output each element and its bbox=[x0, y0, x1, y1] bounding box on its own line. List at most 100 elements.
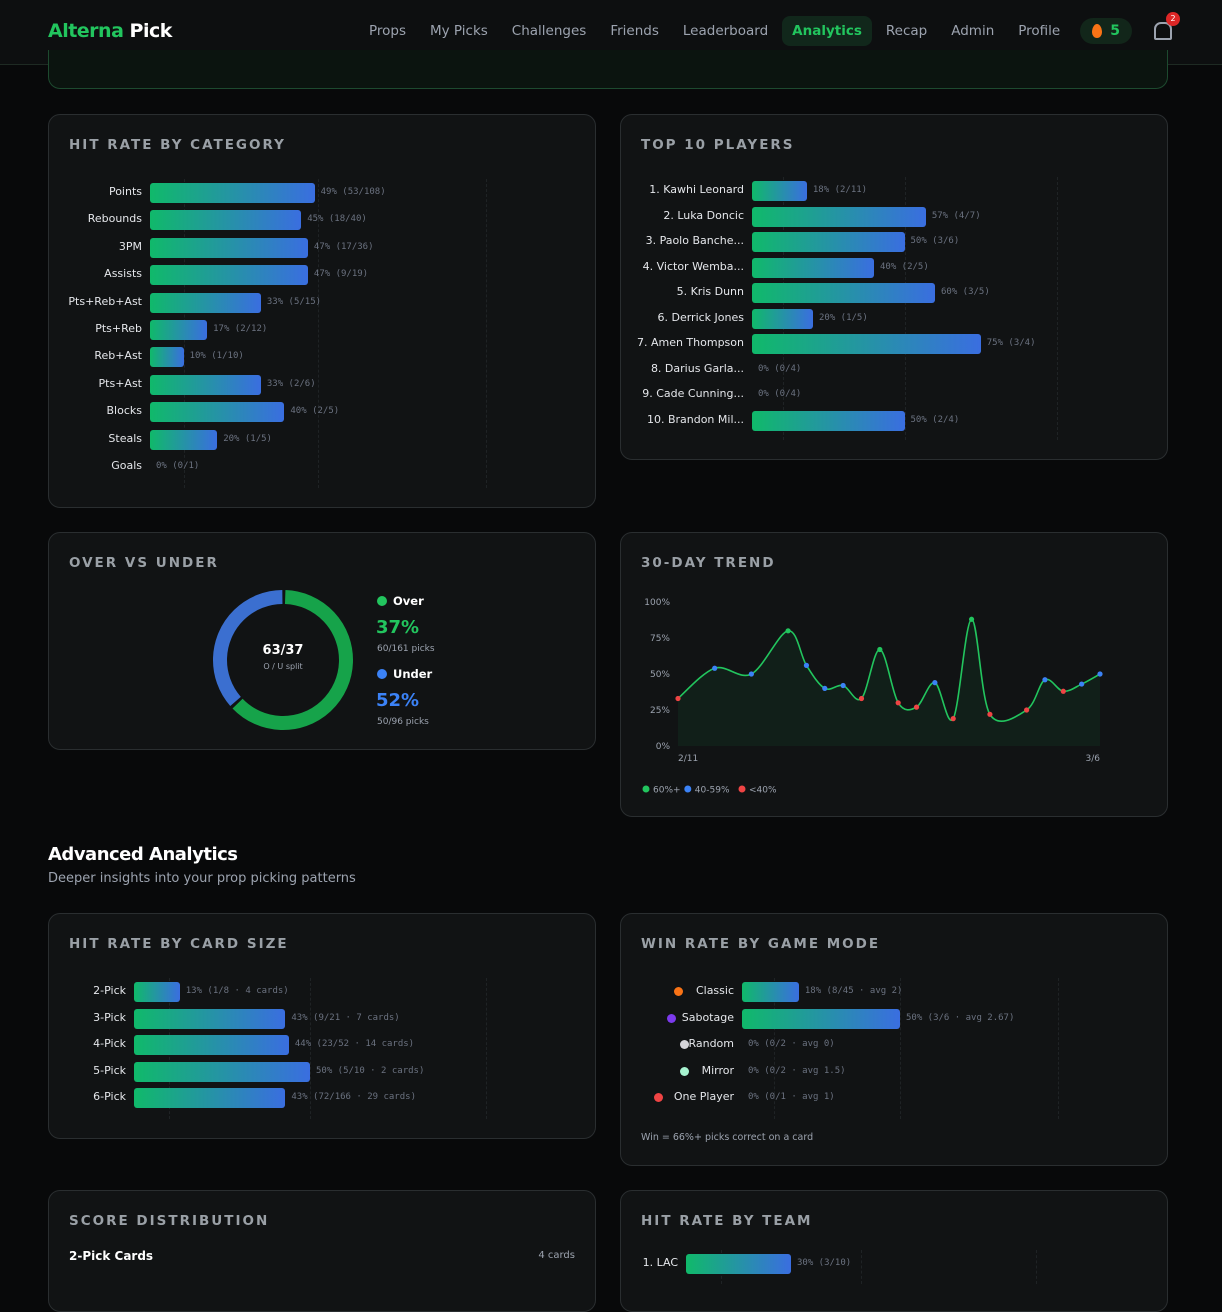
row-label: Rebounds bbox=[87, 212, 142, 226]
bar-value: 33% (2/6) bbox=[266, 378, 316, 389]
bar bbox=[134, 1088, 286, 1108]
bar-value: 18% (8/45 · avg 2) bbox=[804, 986, 903, 996]
legend-dot bbox=[642, 785, 650, 793]
nav-link[interactable]: Recap bbox=[885, 23, 928, 39]
legend-label: <40% bbox=[749, 786, 777, 796]
x-tick-label: 3/6 bbox=[1086, 754, 1101, 764]
bar bbox=[150, 183, 315, 203]
row-label: 2-Pick bbox=[93, 984, 126, 997]
y-tick-label: 75% bbox=[650, 634, 670, 644]
row-label: 2. Luka Doncic bbox=[663, 208, 744, 222]
card: SCORE DISTRIBUTION 2-Pick Cards 4 cards bbox=[48, 1190, 596, 1312]
mode-icon bbox=[654, 1093, 663, 1102]
streak-count: 5 bbox=[1110, 23, 1120, 39]
y-tick-label: 100% bbox=[644, 598, 670, 608]
brand[interactable]: Alterna Pick bbox=[48, 20, 172, 42]
bar-value: 50% (5/10 · 2 cards) bbox=[316, 1065, 425, 1076]
grid-line bbox=[486, 179, 487, 489]
row-label: Random bbox=[688, 1037, 734, 1050]
bar-value: 40% (2/5) bbox=[880, 261, 929, 272]
card-title: WIN RATE BY GAME MODE bbox=[641, 936, 881, 952]
nav-link[interactable]: Analytics bbox=[782, 16, 872, 46]
bar bbox=[134, 982, 180, 1002]
trend-point bbox=[913, 704, 920, 710]
row-label: Reb+Ast bbox=[94, 349, 142, 363]
group-label: 2-Pick Cards bbox=[69, 1249, 154, 1263]
bell[interactable]: 2 bbox=[1154, 12, 1180, 40]
row-label: Mirror bbox=[701, 1063, 734, 1077]
side-pct: 37% bbox=[376, 617, 419, 638]
bar-row: 1. LAC 30% (3/10) bbox=[621, 1254, 1167, 1274]
nav-link[interactable]: Friends bbox=[610, 23, 659, 39]
bar-row: 1. Kawhi Leonard 18% (2/11) bbox=[621, 181, 1167, 201]
nav-link[interactable]: Profile bbox=[1018, 23, 1061, 39]
nav-link[interactable]: Admin bbox=[951, 23, 995, 39]
bar bbox=[150, 265, 308, 286]
legend-label: 60%+ bbox=[653, 786, 681, 796]
bar-value: 47% (17/36) bbox=[313, 241, 374, 252]
nav-link[interactable]: Challenges bbox=[511, 23, 587, 39]
bar-value: 13% (1/8 · 4 cards) bbox=[185, 986, 289, 996]
bar-row: Random 0% (0/2 · avg 0) bbox=[621, 1035, 1167, 1055]
footnote: Win = 66%+ picks correct on a card bbox=[641, 1132, 814, 1143]
card: HIT RATE BY CATEGORY Points 49% (53/108) Re… bbox=[48, 114, 596, 508]
card-title: HIT RATE BY CATEGORY bbox=[69, 137, 286, 153]
bar-value: 75% (3/4) bbox=[986, 338, 1036, 348]
trend-point bbox=[858, 695, 865, 702]
notification-badge: 2 bbox=[1166, 12, 1180, 26]
bar bbox=[150, 210, 302, 231]
card: 30-DAY TREND 0% 25% 50% 75% 100% 2/11 3/6 60%+ 4… bbox=[620, 532, 1168, 817]
trend-point bbox=[712, 665, 718, 671]
y-tick-label: 50% bbox=[650, 670, 670, 680]
bar-row: 10. Brandon Mil... 50% (2/4) bbox=[621, 410, 1167, 431]
bar bbox=[134, 1061, 310, 1082]
row-label: Pts+Reb bbox=[95, 322, 142, 335]
bar bbox=[742, 982, 799, 1002]
bar bbox=[752, 283, 935, 303]
mode-icon bbox=[667, 1013, 677, 1023]
card-title: HIT RATE BY TEAM bbox=[641, 1213, 813, 1229]
nav-link[interactable]: My Picks bbox=[430, 23, 488, 39]
page: Alterna Pick Props My Picks Challenges Frie… bbox=[0, 12, 1222, 1312]
row-label: Goals bbox=[111, 459, 142, 472]
bar-value: 40% (2/5) bbox=[290, 406, 340, 417]
trend-point bbox=[1079, 681, 1085, 687]
bar-value: 47% (9/19) bbox=[313, 269, 369, 280]
streak[interactable]: 5 bbox=[1080, 18, 1132, 44]
bar-row: Pts+Reb 17% (2/12) bbox=[49, 320, 595, 340]
bar bbox=[134, 1035, 289, 1055]
mode-icon bbox=[673, 987, 683, 996]
nav-link[interactable]: Leaderboard bbox=[682, 23, 769, 39]
bar-row: 9. Cade Cunning... 0% (0/4) bbox=[621, 385, 1167, 405]
flame-icon bbox=[1092, 24, 1103, 38]
card: HIT RATE BY CARD SIZE 2-Pick 13% (1/8 · 4 … bbox=[48, 913, 596, 1139]
bar-row: 4. Victor Wemba... 40% (2/5) bbox=[621, 257, 1167, 278]
card-title: 30-DAY TREND bbox=[641, 555, 776, 571]
legend-dot bbox=[377, 669, 387, 679]
bar-row: 4-Pick 44% (23/52 · 14 cards) bbox=[49, 1035, 595, 1055]
row-label: Assists bbox=[104, 267, 142, 281]
row-label: 1. LAC bbox=[642, 1256, 678, 1269]
bar-value: 50% (3/6 · avg 2.67) bbox=[906, 1012, 1015, 1023]
row-label: 4-Pick bbox=[93, 1037, 126, 1050]
card: TOP 10 PLAYERS 1. Kawhi Leonard 18% (2/11)… bbox=[620, 114, 1168, 460]
row-label: 10. Brandon Mil... bbox=[646, 412, 744, 426]
row-label: 3. Paolo Banche... bbox=[645, 234, 744, 247]
row-label: 3-Pick bbox=[93, 1010, 126, 1024]
bar-value: 10% (1/10) bbox=[189, 351, 244, 362]
y-tick-label: 0% bbox=[656, 742, 671, 752]
row-label: Sabotage bbox=[681, 1010, 734, 1024]
bar bbox=[752, 232, 905, 252]
nav-link[interactable]: Props bbox=[368, 23, 406, 39]
bar-row: Assists 47% (9/19) bbox=[49, 265, 595, 286]
row-label: 7. Amen Thompson bbox=[636, 336, 744, 349]
banner bbox=[48, 50, 1168, 89]
bar-row: 8. Darius Garla... 0% (0/4) bbox=[621, 360, 1167, 380]
bar-value: 49% (53/108) bbox=[320, 187, 386, 197]
bar bbox=[150, 237, 308, 258]
bar-value: 0% (0/4) bbox=[758, 363, 802, 374]
grid-line bbox=[1057, 177, 1058, 440]
trend-point bbox=[785, 628, 791, 634]
bar bbox=[150, 347, 184, 368]
bar-row: Goals 0% (0/1) bbox=[49, 457, 595, 477]
